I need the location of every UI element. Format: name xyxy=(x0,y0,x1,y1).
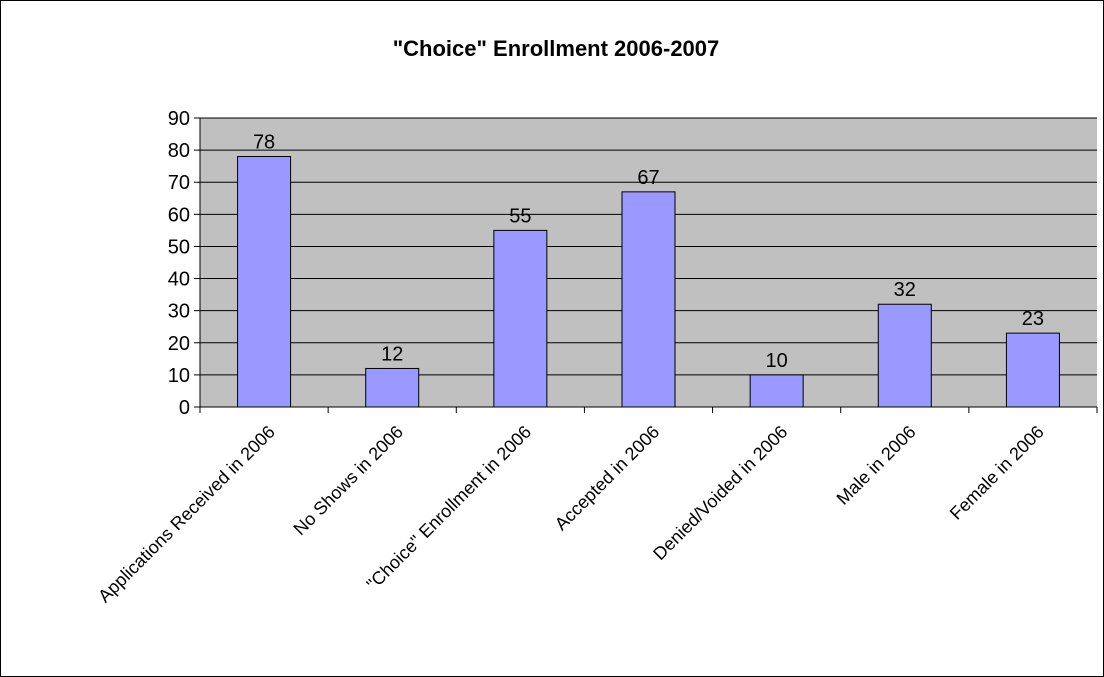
y-tick-label: 10 xyxy=(168,365,190,387)
bar xyxy=(1006,333,1059,407)
y-tick-label: 50 xyxy=(168,236,190,258)
bar-value-label: 78 xyxy=(253,132,275,154)
y-tick-label: 30 xyxy=(168,301,190,323)
bar xyxy=(750,375,803,407)
y-tick-label: 0 xyxy=(179,397,190,419)
chart-title: "Choice" Enrollment 2006-2007 xyxy=(393,36,720,61)
bar xyxy=(878,304,931,407)
bar-value-label: 67 xyxy=(637,167,659,189)
bar-value-label: 23 xyxy=(1022,308,1044,330)
y-tick-label: 80 xyxy=(168,140,190,162)
y-tick-label: 90 xyxy=(168,108,190,130)
y-tick-label: 60 xyxy=(168,204,190,226)
bar xyxy=(494,230,547,407)
y-tick-label: 40 xyxy=(168,269,190,291)
bar xyxy=(366,368,419,407)
y-tick-label: 20 xyxy=(168,333,190,355)
bar xyxy=(238,157,291,407)
bar-value-label: 55 xyxy=(509,205,531,227)
y-tick-label: 70 xyxy=(168,172,190,194)
bar xyxy=(622,192,675,407)
bar-value-label: 12 xyxy=(381,343,403,365)
bar-value-label: 32 xyxy=(894,279,916,301)
bar-value-label: 10 xyxy=(766,350,788,372)
